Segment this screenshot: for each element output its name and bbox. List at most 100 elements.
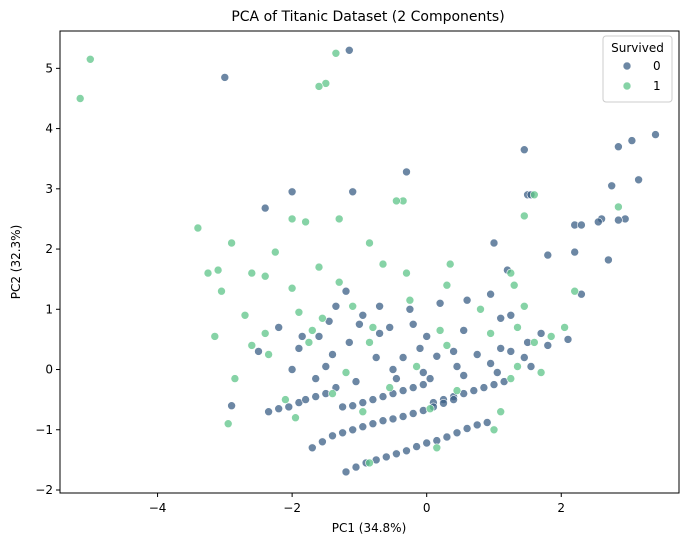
data-point-series-0 <box>492 368 502 377</box>
data-point-series-0 <box>442 432 452 442</box>
data-point-series-0 <box>462 295 472 305</box>
data-point-series-0 <box>351 377 361 386</box>
data-point-series-1 <box>442 280 452 290</box>
data-point-series-1 <box>536 368 546 377</box>
data-point-series-0 <box>489 380 499 389</box>
y-tick-label: −2 <box>35 483 53 497</box>
data-point-series-0 <box>415 344 425 353</box>
data-point-series-1 <box>193 223 203 233</box>
data-point-series-1 <box>513 362 522 371</box>
data-point-series-0 <box>368 419 378 429</box>
data-point-series-0 <box>338 428 347 438</box>
data-point-series-1 <box>304 338 314 347</box>
data-point-series-0 <box>418 380 428 389</box>
x-axis: −4 −2 0 2 <box>149 493 565 515</box>
data-point-series-1 <box>425 404 435 414</box>
data-point-series-0 <box>318 437 327 447</box>
data-point-series-1 <box>314 262 324 272</box>
data-point-series-0 <box>634 175 643 185</box>
data-point-series-0 <box>294 344 304 353</box>
data-point-series-1 <box>365 338 374 347</box>
data-point-series-0 <box>392 374 401 383</box>
data-point-series-1 <box>378 259 388 269</box>
data-point-series-0 <box>388 365 398 374</box>
data-point-series-1 <box>210 332 220 341</box>
data-point-series-1 <box>230 374 240 383</box>
data-point-series-1 <box>489 425 499 435</box>
data-point-series-0 <box>408 409 418 418</box>
data-point-series-0 <box>328 350 337 359</box>
data-point-series-1 <box>307 326 317 335</box>
data-point-series-1 <box>334 214 344 224</box>
data-point-series-0 <box>536 329 546 338</box>
y-tick-label: 0 <box>45 363 53 377</box>
data-point-series-0 <box>405 304 415 314</box>
data-point-series-0 <box>344 45 354 55</box>
data-point-series-0 <box>348 401 358 411</box>
data-point-series-0 <box>402 167 411 177</box>
data-point-series-0 <box>398 412 408 421</box>
data-point-series-1 <box>213 265 223 275</box>
data-point-series-0 <box>408 319 418 329</box>
data-point-series-0 <box>543 341 553 350</box>
data-point-series-1 <box>452 386 462 395</box>
data-point-series-1 <box>365 458 374 468</box>
data-point-series-0 <box>422 332 432 341</box>
data-point-series-0 <box>220 73 230 82</box>
data-point-series-0 <box>496 313 506 323</box>
data-point-series-0 <box>381 452 391 462</box>
data-point-series-0 <box>479 383 489 392</box>
legend-title: Survived <box>611 41 664 55</box>
data-point-series-1 <box>348 301 358 311</box>
data-point-series-1 <box>314 82 324 91</box>
data-point-series-1 <box>392 196 401 206</box>
data-point-series-0 <box>348 425 358 435</box>
data-point-series-0 <box>378 416 388 426</box>
data-point-series-1 <box>328 389 337 398</box>
data-point-series-1 <box>519 211 529 221</box>
data-point-series-0 <box>408 383 418 392</box>
data-point-series-0 <box>627 136 637 145</box>
data-point-series-1 <box>203 268 213 278</box>
x-axis-label: PC1 (34.8%) <box>332 521 407 535</box>
data-point-series-1 <box>368 323 378 332</box>
data-point-series-1 <box>264 350 273 359</box>
data-point-series-0 <box>412 442 421 451</box>
data-point-series-1 <box>301 217 310 227</box>
chart-title: PCA of Titanic Dataset (2 Components) <box>231 9 504 25</box>
data-point-series-0 <box>604 255 613 265</box>
data-point-series-1 <box>529 338 539 347</box>
y-tick-label: 4 <box>45 122 53 136</box>
data-point-series-1 <box>476 304 485 314</box>
data-point-series-0 <box>297 332 307 341</box>
data-point-series-0 <box>358 422 368 432</box>
data-point-series-0 <box>402 446 411 456</box>
y-tick-label: 1 <box>45 302 53 316</box>
y-tick-label: 5 <box>45 61 53 75</box>
plot-frame-border <box>59 30 680 494</box>
data-point-series-0 <box>570 247 580 257</box>
data-point-series-1 <box>385 383 395 392</box>
data-point-series-0 <box>348 187 358 197</box>
data-point-series-0 <box>307 443 317 453</box>
data-point-series-0 <box>459 326 469 335</box>
data-point-series-1 <box>529 190 539 200</box>
data-point-series-0 <box>526 362 536 371</box>
y-axis: −2 −1 0 1 2 3 4 5 <box>35 61 60 497</box>
data-point-series-0 <box>472 350 482 359</box>
data-point-series-0 <box>287 187 297 197</box>
data-point-series-1 <box>513 323 522 332</box>
data-point-series-0 <box>274 404 284 414</box>
data-point-series-0 <box>486 359 495 368</box>
data-point-series-0 <box>543 250 553 260</box>
data-point-series-1 <box>509 280 519 290</box>
data-point-series-1 <box>260 329 270 338</box>
data-point-series-0 <box>469 386 479 395</box>
data-point-series-1 <box>432 443 442 453</box>
data-point-series-0 <box>260 203 270 213</box>
data-point-series-0 <box>358 310 368 320</box>
data-point-series-0 <box>489 238 499 248</box>
data-point-series-0 <box>368 395 378 404</box>
data-point-series-0 <box>425 374 435 383</box>
